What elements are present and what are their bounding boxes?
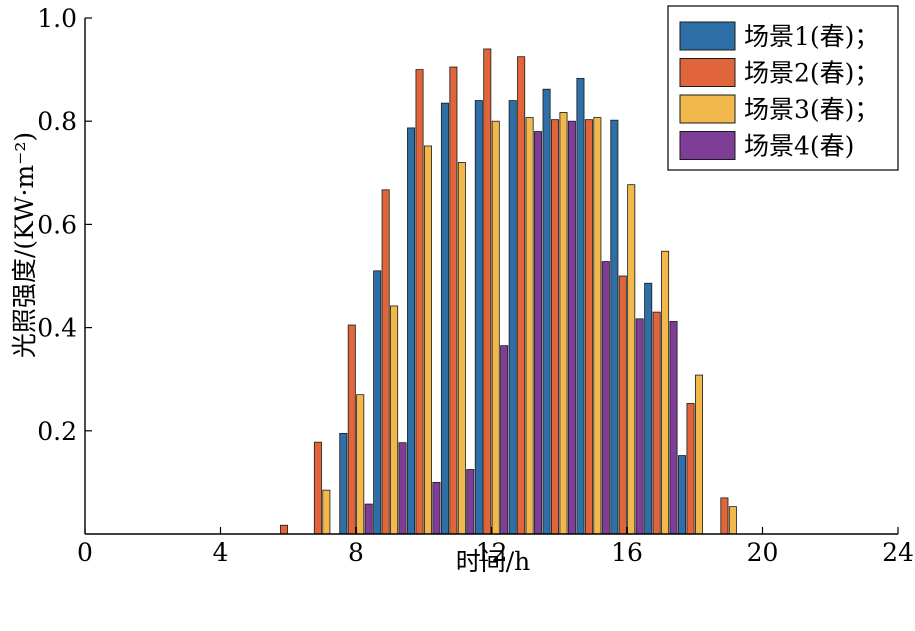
bar-series2-x11 bbox=[449, 66, 458, 535]
bar-series1-x14 bbox=[542, 88, 551, 535]
legend-label-series4: 场景4(春) bbox=[744, 132, 854, 161]
legend: 场景1(春)； 场景2(春)； 场景3(春)； 场景4(春) bbox=[667, 5, 899, 171]
bar-series1-x11 bbox=[440, 102, 449, 535]
x-tick-label: 16 bbox=[611, 538, 643, 567]
y-tick-label: 0.8 bbox=[37, 107, 77, 136]
bar-series4-x8 bbox=[364, 503, 373, 535]
bar-series3-x10 bbox=[423, 145, 432, 535]
bar-series3-x12 bbox=[491, 120, 500, 535]
bar-series4-x11 bbox=[466, 469, 475, 535]
bar-series1-x12 bbox=[474, 100, 483, 535]
bar-series1-x16 bbox=[610, 119, 619, 535]
x-tick-label: 20 bbox=[747, 538, 779, 567]
bar-series1-x18 bbox=[678, 455, 687, 535]
bar-series1-x17 bbox=[644, 282, 653, 535]
bar-series1-x8 bbox=[339, 432, 348, 535]
bar-series2-x12 bbox=[483, 48, 492, 535]
legend-swatch-series1 bbox=[679, 21, 736, 51]
bars-group bbox=[280, 48, 737, 535]
legend-label-series2: 场景2(春)； bbox=[744, 59, 879, 88]
bar-series3-x15 bbox=[593, 117, 602, 535]
bar-series3-x14 bbox=[559, 112, 568, 535]
x-tick-label: 8 bbox=[348, 538, 364, 567]
y-tick-label: 0.4 bbox=[37, 314, 77, 343]
bar-series3-x9 bbox=[390, 305, 399, 535]
bar-series4-x15 bbox=[601, 261, 610, 535]
bar-series1-x10 bbox=[407, 127, 416, 535]
bar-series3-x16 bbox=[627, 184, 636, 535]
bar-series4-x13 bbox=[534, 131, 543, 535]
bar-series3-x18 bbox=[694, 374, 703, 535]
bar-series2-x8 bbox=[347, 324, 356, 535]
ticks-group: 0 4 8 12 16 20 24 0.2 0.4 0.6 0.8 1.0 bbox=[37, 4, 914, 567]
bar-series3-x11 bbox=[457, 162, 466, 535]
bar-series1-x13 bbox=[508, 100, 517, 535]
bar-series1-x15 bbox=[576, 77, 585, 535]
legend-swatch-series4 bbox=[679, 131, 736, 160]
x-tick-label: 24 bbox=[882, 538, 914, 567]
bar-series2-x14 bbox=[551, 119, 560, 535]
x-tick-label: 0 bbox=[77, 538, 93, 567]
y-tick-label: 0.2 bbox=[37, 417, 77, 446]
bar-series2-x7 bbox=[313, 441, 322, 535]
legend-swatch-series3 bbox=[679, 94, 736, 124]
legend-swatch-series2 bbox=[679, 58, 736, 87]
bar-series4-x12 bbox=[500, 345, 509, 535]
y-tick-label: 0.6 bbox=[37, 210, 77, 239]
bar-series2-x19 bbox=[720, 497, 729, 535]
x-tick-label: 12 bbox=[476, 538, 508, 567]
x-tick-label: 4 bbox=[213, 538, 229, 567]
bar-series2-x6 bbox=[280, 524, 289, 535]
legend-label-series1: 场景1(春)； bbox=[744, 22, 879, 51]
bar-series2-x17 bbox=[652, 311, 661, 535]
bar-series3-x19 bbox=[728, 506, 737, 535]
bar-series3-x7 bbox=[322, 489, 331, 535]
y-tick-label: 1.0 bbox=[37, 4, 77, 33]
bar-series3-x13 bbox=[525, 117, 534, 535]
bar-series4-x16 bbox=[635, 318, 644, 535]
bar-series2-x9 bbox=[381, 189, 390, 535]
bar-series2-x13 bbox=[517, 56, 526, 535]
legend-label-series3: 场景3(春)； bbox=[744, 95, 879, 124]
bar-series4-x14 bbox=[567, 120, 576, 535]
bar-series3-x17 bbox=[661, 250, 670, 535]
bar-series2-x18 bbox=[686, 403, 695, 535]
bar-series1-x9 bbox=[373, 270, 382, 535]
y-axis-label: 光照强度/(KW·m⁻²) bbox=[10, 132, 39, 358]
bar-series4-x9 bbox=[398, 442, 407, 535]
bar-series4-x17 bbox=[669, 321, 678, 535]
bar-series2-x15 bbox=[584, 119, 593, 535]
x-axis-label: 时间/h bbox=[456, 547, 531, 576]
bar-series2-x16 bbox=[618, 275, 627, 535]
bar-series2-x10 bbox=[415, 69, 424, 535]
bar-series4-x10 bbox=[432, 481, 441, 535]
bar-series3-x8 bbox=[356, 394, 365, 535]
